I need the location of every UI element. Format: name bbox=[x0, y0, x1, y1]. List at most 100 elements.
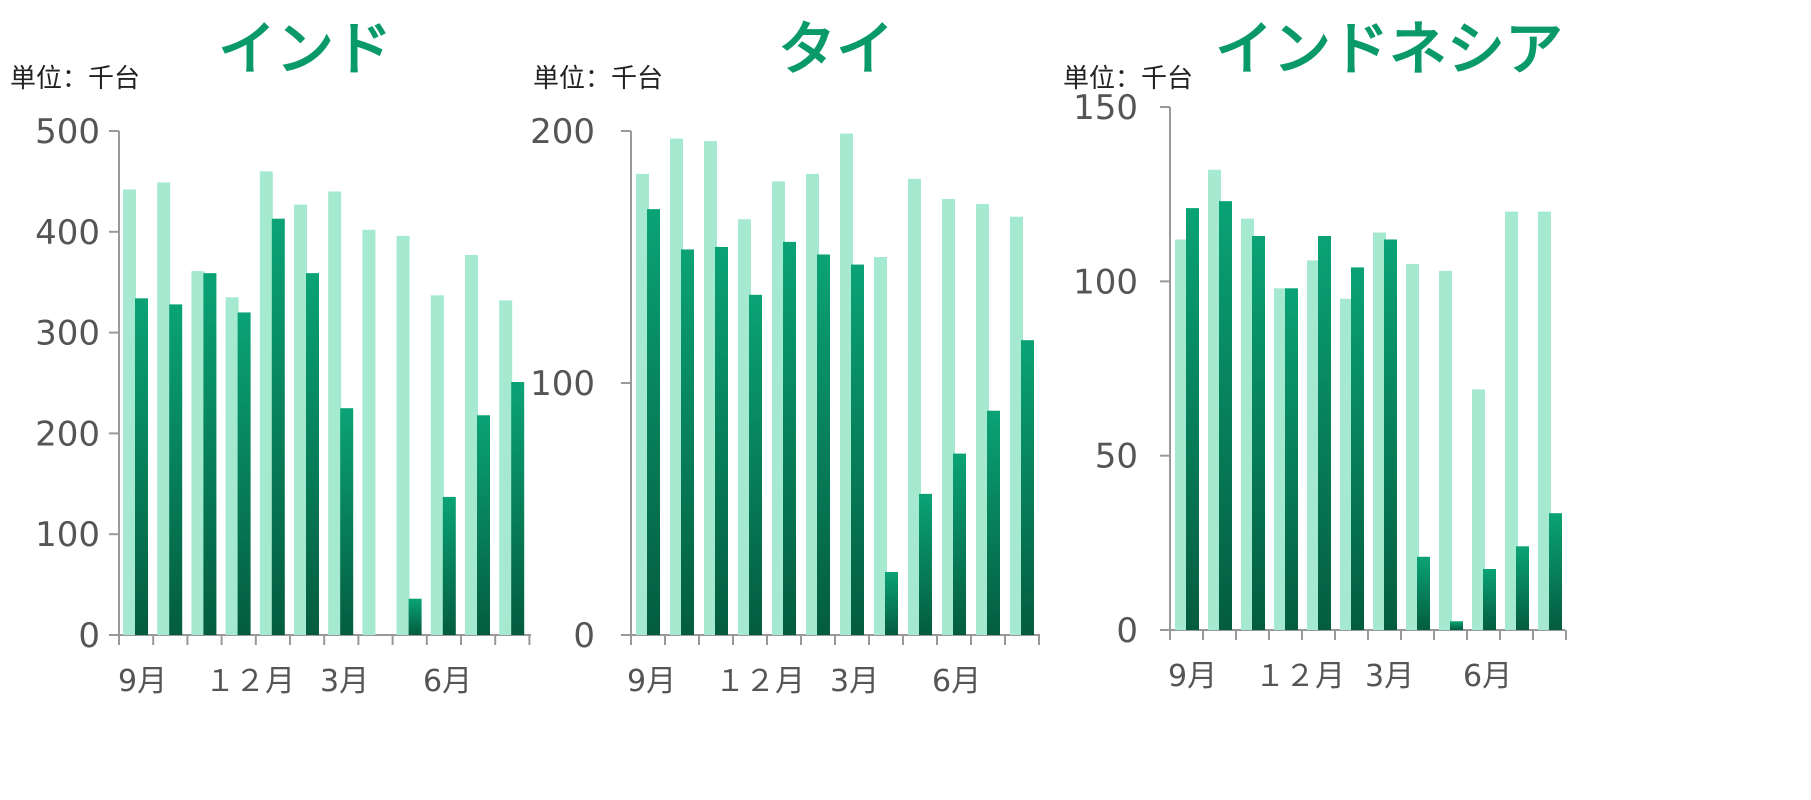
bar-curr bbox=[1186, 208, 1199, 630]
unit-label: 単位：千台 bbox=[533, 64, 664, 94]
y-tick-label: 100 bbox=[530, 364, 595, 404]
bar-curr bbox=[851, 264, 864, 635]
bar-prev bbox=[465, 254, 478, 635]
bar-prev bbox=[1505, 211, 1518, 630]
y-tick-label: 100 bbox=[35, 515, 100, 555]
bar-curr bbox=[817, 254, 830, 636]
bar-prev bbox=[942, 199, 955, 636]
bar-curr bbox=[135, 298, 148, 635]
bar-curr bbox=[408, 598, 422, 635]
bar-curr bbox=[1417, 556, 1430, 630]
bar-curr bbox=[1483, 568, 1496, 630]
bar-curr bbox=[237, 312, 251, 635]
bar-curr bbox=[783, 241, 796, 635]
bar-curr bbox=[511, 381, 525, 635]
bar-curr bbox=[1516, 546, 1529, 630]
bar-curr bbox=[953, 453, 966, 635]
bar-curr bbox=[203, 273, 217, 635]
bar-prev bbox=[1307, 260, 1320, 630]
y-tick-label: 50 bbox=[1095, 437, 1138, 477]
bar-prev bbox=[636, 173, 649, 635]
bar-chart: 0 100 200 300 400 500 9月 １２月 3月 6月 bbox=[35, 112, 531, 699]
bar-prev bbox=[157, 182, 171, 635]
y-tick-label: 0 bbox=[1116, 611, 1138, 651]
bar-prev bbox=[976, 204, 989, 635]
bar-curr bbox=[749, 294, 762, 635]
x-tick-label: 3月 bbox=[320, 664, 369, 699]
y-tick-label: 400 bbox=[35, 213, 100, 253]
bar-prev bbox=[1175, 239, 1188, 630]
bar-curr bbox=[1549, 513, 1562, 630]
bar-prev bbox=[294, 204, 307, 636]
x-tick-label: １２月 bbox=[1255, 659, 1345, 694]
bar-curr bbox=[1318, 236, 1331, 631]
chart-title: インド bbox=[218, 15, 393, 83]
bar-curr bbox=[885, 572, 898, 635]
x-tick-label: 6月 bbox=[932, 664, 981, 699]
x-tick-label: 9月 bbox=[627, 664, 676, 699]
y-tick-label: 200 bbox=[530, 112, 595, 152]
bar-prev bbox=[1274, 288, 1287, 630]
chart-title: インドネシア bbox=[1215, 15, 1564, 83]
bar-prev bbox=[1340, 298, 1353, 630]
bar-prev bbox=[908, 178, 921, 635]
bar-prev bbox=[191, 271, 205, 635]
bar-prev bbox=[396, 235, 410, 635]
x-tick-label: １２月 bbox=[205, 664, 295, 699]
bar-prev bbox=[1406, 263, 1419, 630]
bar-curr bbox=[169, 304, 183, 635]
bar-curr bbox=[477, 415, 490, 635]
bar-prev bbox=[123, 189, 136, 636]
bar-prev bbox=[806, 173, 819, 635]
unit-label: 単位：千台 bbox=[10, 64, 141, 94]
x-tick-label: 6月 bbox=[1463, 659, 1512, 694]
unit-label: 単位：千台 bbox=[1063, 64, 1194, 94]
bar-curr bbox=[1384, 239, 1397, 630]
bar-curr bbox=[271, 218, 285, 636]
bar-curr bbox=[1021, 340, 1034, 635]
x-tick-label: 3月 bbox=[830, 664, 879, 699]
bar-prev bbox=[1208, 169, 1221, 630]
x-tick-label: 9月 bbox=[118, 664, 167, 699]
bar-curr bbox=[442, 496, 456, 635]
y-tick-label: 500 bbox=[35, 112, 100, 152]
y-tick-label: 300 bbox=[35, 314, 100, 354]
bar-curr bbox=[1450, 621, 1463, 630]
bar-curr bbox=[1285, 288, 1298, 630]
bar-curr bbox=[681, 249, 694, 635]
bar-prev bbox=[430, 295, 444, 635]
bar-prev bbox=[772, 181, 785, 635]
bar-prev bbox=[874, 257, 887, 635]
y-tick-label: 150 bbox=[1073, 88, 1138, 128]
bar-prev bbox=[1538, 211, 1551, 630]
x-tick-label: 6月 bbox=[423, 664, 472, 699]
bar-prev bbox=[1472, 389, 1485, 630]
bar-curr bbox=[306, 273, 319, 635]
x-tick-label: 3月 bbox=[1365, 659, 1414, 694]
bar-prev bbox=[1010, 216, 1023, 635]
bar-curr bbox=[1219, 201, 1232, 630]
y-tick-label: 0 bbox=[573, 616, 595, 656]
bar-prev bbox=[670, 138, 683, 635]
bar-curr bbox=[647, 209, 660, 635]
bar-prev bbox=[362, 229, 376, 635]
x-tick-label: 9月 bbox=[1168, 659, 1217, 694]
bar-prev bbox=[259, 171, 273, 635]
bar-curr bbox=[715, 246, 728, 636]
bar-curr bbox=[340, 408, 354, 635]
chart-title: タイ bbox=[778, 15, 895, 83]
bar-curr bbox=[987, 410, 1000, 635]
bar-prev bbox=[328, 191, 342, 636]
bar-prev bbox=[1439, 270, 1452, 630]
bar-curr bbox=[1252, 236, 1265, 631]
y-tick-label: 100 bbox=[1073, 262, 1138, 302]
bar-prev bbox=[704, 141, 717, 635]
bar-prev bbox=[1241, 218, 1254, 630]
bar-prev bbox=[1373, 232, 1386, 630]
bar-curr bbox=[1351, 267, 1364, 630]
x-tick-label: １２月 bbox=[715, 664, 805, 699]
